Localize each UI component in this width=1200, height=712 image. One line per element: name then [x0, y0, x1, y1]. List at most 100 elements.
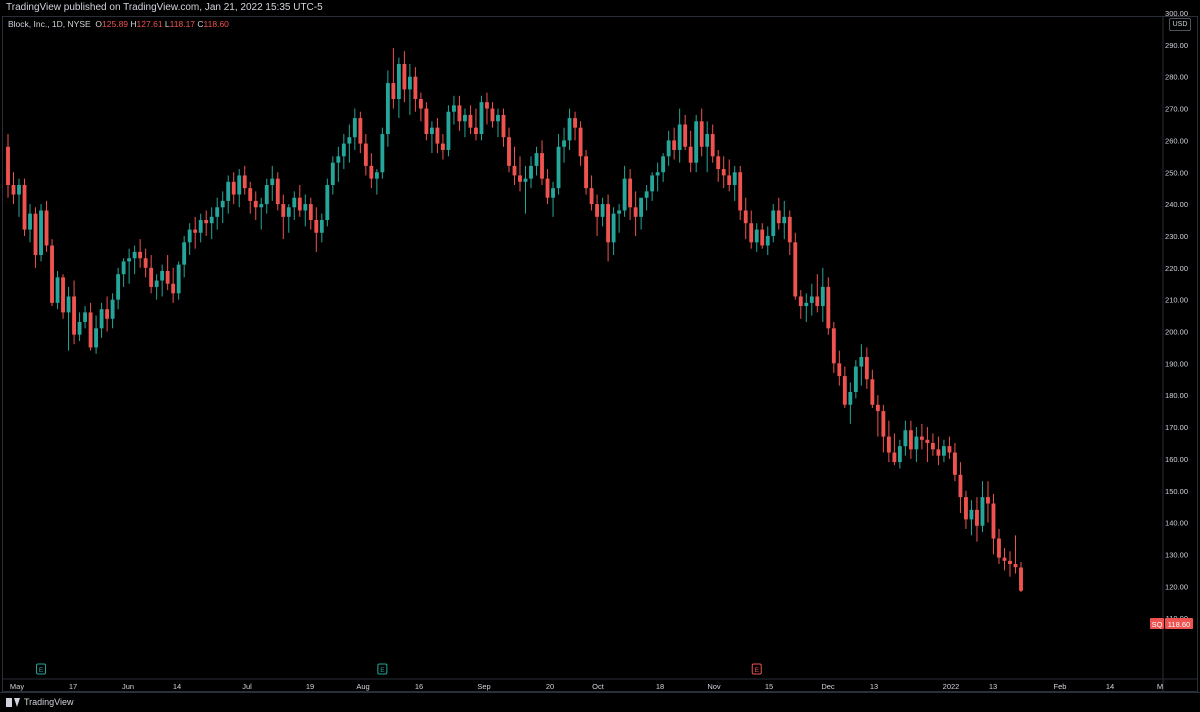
candle-body[interactable] [859, 356, 864, 367]
candle-body[interactable] [352, 118, 357, 138]
candle-body[interactable] [479, 102, 484, 135]
time-axis[interactable]: May 17 Jun 14 Jul 19 Aug 16 Sep 20 Oct 18 Nov 15 Dec 13… [10, 682, 1163, 691]
candle-body[interactable] [826, 286, 831, 329]
candle-body[interactable] [639, 197, 644, 217]
candle-body[interactable] [683, 124, 688, 147]
candle-body[interactable] [699, 121, 704, 147]
candle-body[interactable] [919, 436, 924, 440]
candle-body[interactable] [407, 76, 412, 90]
candle-body[interactable] [413, 76, 418, 99]
candle-body[interactable] [793, 242, 798, 297]
candle-body[interactable] [292, 197, 297, 208]
candle-body[interactable] [986, 497, 990, 504]
candle-body[interactable] [463, 114, 467, 122]
candle-body[interactable] [914, 436, 919, 450]
candle-body[interactable] [28, 213, 32, 230]
candle-body[interactable] [1019, 567, 1023, 591]
candle-body[interactable] [231, 181, 236, 195]
candle-body[interactable] [429, 127, 434, 135]
candle-body[interactable] [226, 181, 231, 201]
candle-body[interactable] [50, 245, 54, 303]
candle-body[interactable] [193, 229, 198, 233]
candle-body[interactable] [270, 178, 275, 185]
candle-body[interactable] [864, 356, 869, 380]
candle-body[interactable] [540, 153, 544, 179]
candle-body[interactable] [600, 204, 605, 217]
candle-body[interactable] [1013, 564, 1018, 568]
candle-body[interactable] [507, 137, 511, 166]
candle-body[interactable] [975, 509, 979, 526]
candle-body[interactable] [149, 267, 154, 287]
candle-body[interactable] [666, 140, 671, 157]
candle-body[interactable] [595, 204, 600, 217]
candle-body[interactable] [820, 286, 825, 307]
candle-body[interactable] [930, 442, 935, 450]
candle-body[interactable] [77, 321, 82, 335]
candle-body[interactable] [958, 474, 963, 498]
candle-body[interactable] [545, 178, 550, 198]
candle-body[interactable] [490, 108, 495, 122]
candle-body[interactable] [953, 452, 957, 475]
candle-body[interactable] [798, 296, 803, 307]
candle-body[interactable] [55, 277, 60, 303]
candle-body[interactable] [314, 220, 319, 233]
candle-body[interactable] [842, 376, 847, 405]
candle-body[interactable] [336, 156, 341, 163]
candle-body[interactable] [468, 114, 473, 128]
candle-body[interactable] [358, 118, 363, 144]
candle-body[interactable] [1008, 560, 1012, 565]
candle-body[interactable] [518, 175, 522, 182]
candle-body[interactable] [39, 210, 43, 256]
candle-body[interactable] [446, 111, 451, 150]
candle-body[interactable] [677, 124, 682, 150]
candle-body[interactable] [17, 184, 21, 195]
candle-body[interactable] [66, 296, 71, 313]
candle-body[interactable] [452, 105, 456, 112]
candle-body[interactable] [534, 153, 539, 166]
candle-body[interactable] [831, 328, 836, 364]
candle-body[interactable] [853, 366, 858, 393]
candle-body[interactable] [171, 283, 176, 294]
candle-body[interactable] [573, 118, 577, 128]
candle-body[interactable] [556, 146, 561, 189]
candle-body[interactable] [875, 404, 880, 412]
candle-body[interactable] [721, 169, 726, 176]
candle-body[interactable] [330, 162, 335, 185]
candle-body[interactable] [209, 216, 214, 224]
candle-body[interactable] [396, 63, 401, 99]
candle-body[interactable] [997, 538, 1001, 558]
candle-body[interactable] [204, 220, 209, 224]
candle-body[interactable] [44, 210, 49, 246]
candle-body[interactable] [275, 178, 280, 205]
candle-body[interactable] [903, 430, 908, 447]
candle-body[interactable] [727, 175, 732, 185]
candle-body[interactable] [11, 184, 16, 195]
candle-body[interactable] [584, 156, 588, 189]
candle-body[interactable] [6, 146, 10, 185]
candle-body[interactable] [870, 379, 875, 405]
candle-body[interactable] [523, 178, 528, 182]
candle-body[interactable] [474, 127, 478, 135]
candle-body[interactable] [176, 264, 181, 294]
earnings-marker[interactable] [751, 663, 762, 675]
candle-body[interactable] [633, 207, 638, 217]
candle-body[interactable] [650, 175, 655, 192]
candle-body[interactable] [242, 175, 247, 189]
candle-body[interactable] [892, 452, 897, 463]
candle-body[interactable] [496, 114, 500, 122]
candle-body[interactable] [804, 302, 809, 307]
candle-body[interactable] [694, 121, 699, 163]
candle-body[interactable] [325, 184, 330, 221]
candle-body[interactable] [248, 188, 253, 201]
candle-body[interactable] [143, 258, 148, 268]
candle-body[interactable] [710, 134, 715, 157]
candle-body[interactable] [661, 156, 666, 173]
candle-body[interactable] [303, 204, 308, 211]
candle-body[interactable] [705, 134, 710, 147]
candle-body[interactable] [237, 175, 242, 195]
candle-body[interactable] [308, 204, 313, 221]
candle-body[interactable] [88, 312, 93, 348]
candle-body[interactable] [925, 439, 930, 443]
candle-body[interactable] [391, 83, 396, 99]
